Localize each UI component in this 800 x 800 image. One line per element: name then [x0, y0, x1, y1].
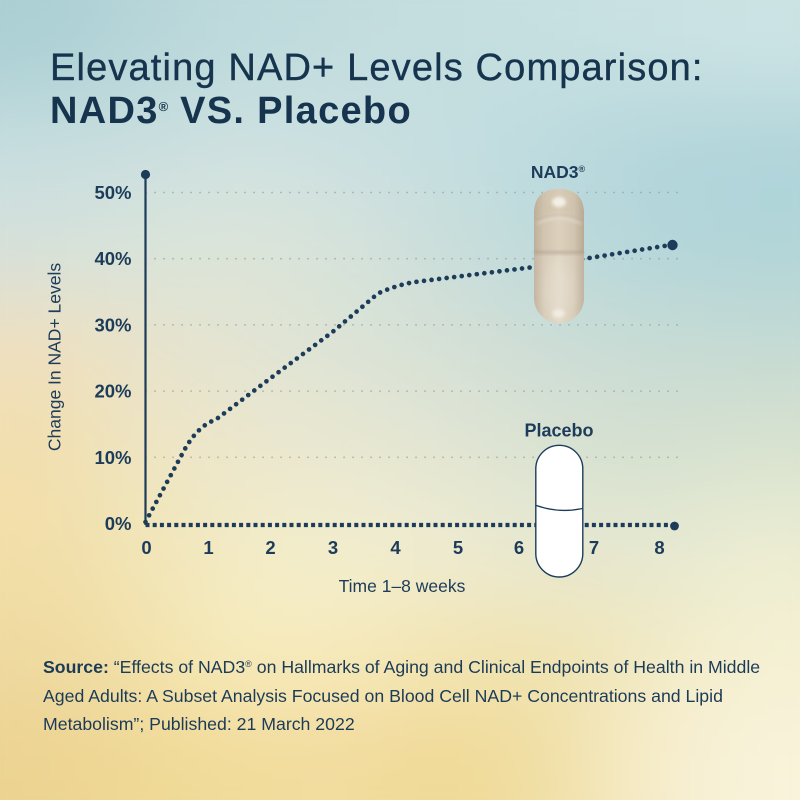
- svg-text:NAD3®: NAD3®: [531, 162, 586, 182]
- svg-text:40%: 40%: [94, 248, 131, 269]
- svg-text:1: 1: [203, 537, 213, 558]
- svg-text:2: 2: [265, 537, 275, 558]
- svg-text:4: 4: [390, 537, 401, 558]
- svg-text:0: 0: [141, 537, 151, 558]
- svg-text:6: 6: [514, 537, 524, 558]
- svg-text:3: 3: [328, 537, 338, 558]
- svg-text:5: 5: [453, 537, 463, 558]
- svg-text:20%: 20%: [94, 381, 131, 402]
- svg-text:8: 8: [654, 537, 664, 558]
- svg-text:50%: 50%: [94, 182, 131, 203]
- svg-text:Placebo: Placebo: [524, 421, 593, 441]
- svg-text:10%: 10%: [94, 447, 131, 468]
- svg-text:7: 7: [589, 537, 599, 558]
- svg-text:Change In NAD+ Levels: Change In NAD+ Levels: [45, 263, 65, 451]
- svg-text:Time 1–8 weeks: Time 1–8 weeks: [339, 576, 466, 596]
- svg-text:0%: 0%: [105, 513, 132, 534]
- svg-text:30%: 30%: [94, 314, 131, 335]
